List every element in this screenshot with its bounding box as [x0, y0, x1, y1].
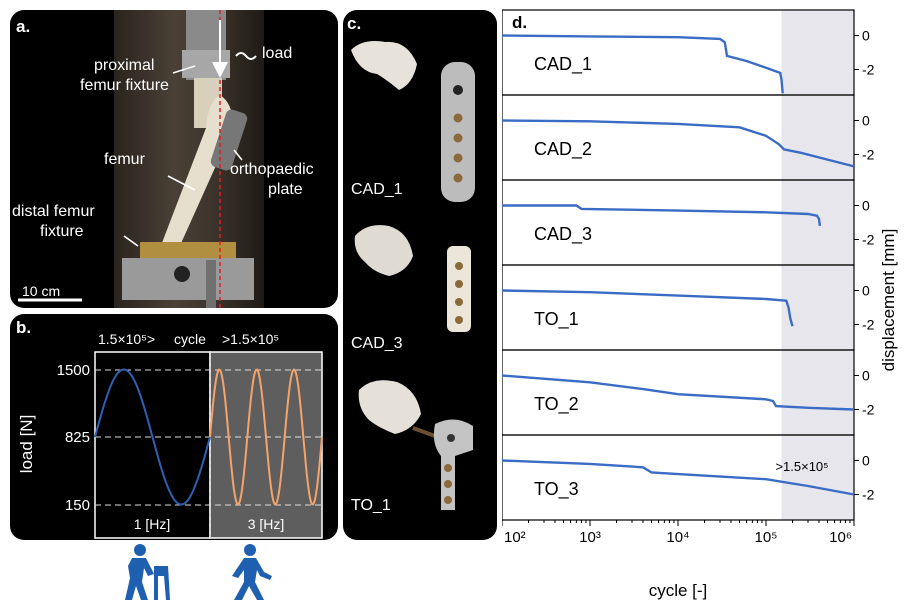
- series-line-cad-2: [502, 119, 855, 168]
- header-right: >1.5×10⁵: [222, 331, 279, 347]
- test-rig-photo: [18, 10, 257, 308]
- series-label-to-1: TO_1: [534, 309, 579, 330]
- ytick-label: 0: [862, 198, 870, 214]
- walker-person-icon: [125, 544, 170, 600]
- ytick-label: -2: [862, 232, 875, 248]
- ytick-label: -2: [862, 317, 875, 333]
- ytick-label: -2: [862, 147, 875, 163]
- xtick-label: 10²: [504, 529, 526, 546]
- cad3-plate: [447, 246, 471, 332]
- plate-annotation-1: orthopaedic: [230, 161, 314, 178]
- cad1-bone-head: [351, 41, 417, 90]
- distal-annotation-2: fixture: [40, 223, 84, 240]
- xtick-label: 10⁵: [755, 529, 778, 546]
- panel-c: c. CAD_1 CAD_3 TO_1: [343, 10, 497, 540]
- proximal-annotation-2: femur fixture: [80, 77, 169, 94]
- specimen-models: [351, 41, 475, 510]
- load-waveform-plot: 1500 825 150 load [N] 1.5×10⁵> cycle >1.…: [17, 331, 323, 539]
- specimen-label-cad1: CAD_1: [351, 181, 403, 198]
- ytick-label: -2: [862, 402, 875, 418]
- to1-plate: [433, 419, 473, 510]
- cad1-plate: [441, 62, 475, 202]
- ytick-label: -2: [862, 487, 875, 503]
- high-frequency-wave: [209, 368, 323, 506]
- low-frequency-wave: [94, 368, 211, 506]
- ytick-label: 0: [862, 113, 870, 129]
- panel-b-label: b.: [16, 318, 32, 337]
- series-label-cad-1: CAD_1: [534, 54, 592, 75]
- header-left: 1.5×10⁵>: [98, 331, 155, 347]
- panel-a-label: a.: [16, 17, 31, 36]
- series-label-cad-3: CAD_3: [534, 224, 592, 245]
- ytick-150: 150: [65, 497, 90, 514]
- series-line-to-1: [502, 289, 794, 327]
- walking-person-icon: [232, 544, 272, 600]
- xtick-label: 10³: [579, 529, 601, 546]
- panel-b: 1500 825 150 load [N] 1.5×10⁵> cycle >1.…: [10, 314, 338, 540]
- series-line-to-3: [502, 459, 855, 496]
- right-frequency: 3 [Hz]: [248, 516, 285, 532]
- left-frequency: 1 [Hz]: [134, 516, 171, 532]
- series-label-to-2: TO_2: [534, 394, 579, 415]
- ytick-825: 825: [65, 429, 90, 446]
- series-line-cad-1: [502, 34, 784, 94]
- gait-icons: [125, 544, 272, 600]
- x-axis-label: cycle [-]: [649, 581, 708, 600]
- specimen-label-to1: TO_1: [351, 497, 391, 514]
- ytick-label: 0: [862, 368, 870, 384]
- series-label-to-3: TO_3: [534, 479, 579, 500]
- specimen-label-cad3: CAD_3: [351, 335, 403, 352]
- proximal-annotation-1: proximal: [94, 57, 155, 74]
- distal-annotation-1: distal femur: [12, 203, 95, 220]
- xtick-label: 10⁶: [829, 529, 852, 546]
- load-arrow-icon: [212, 62, 228, 78]
- series-line-cad-3: [502, 204, 822, 227]
- ytick-label: 0: [862, 453, 870, 469]
- ytick-1500: 1500: [57, 362, 90, 379]
- series-line-to-2: [502, 374, 855, 411]
- ytick-label: 0: [862, 28, 870, 44]
- femur-annotation: femur: [104, 151, 145, 168]
- xtick-label: 10⁴: [666, 529, 689, 546]
- displacement-chart: CAD_1 0 -2 CAD_2 0 -2 CAD_3 0 -2 TO_1 0 -2 TO_2 0 -2 TO…: [502, 9, 898, 600]
- ytick-label: -2: [862, 62, 875, 78]
- series-label-cad-2: CAD_2: [534, 139, 592, 160]
- panel-d-label: d.: [512, 13, 527, 32]
- panel-c-label: c.: [347, 14, 362, 33]
- plate-annotation-2: plate: [268, 181, 303, 198]
- header-cycle: cycle: [174, 331, 206, 347]
- ytick-label: 0: [862, 283, 870, 299]
- wave-icon: [235, 52, 257, 60]
- shade-label: >1.5×10⁵: [775, 459, 828, 474]
- to1-bone-head: [358, 380, 421, 434]
- cad3-bone-head: [354, 225, 413, 276]
- panel-a: a. load proximal femur fixture femur ort…: [10, 10, 338, 308]
- scale-bar-label: 10 cm: [22, 283, 61, 299]
- load-axis-label: load [N]: [17, 415, 36, 474]
- y-axis-label: displacement [mm]: [879, 229, 898, 372]
- load-annotation: load: [262, 45, 293, 62]
